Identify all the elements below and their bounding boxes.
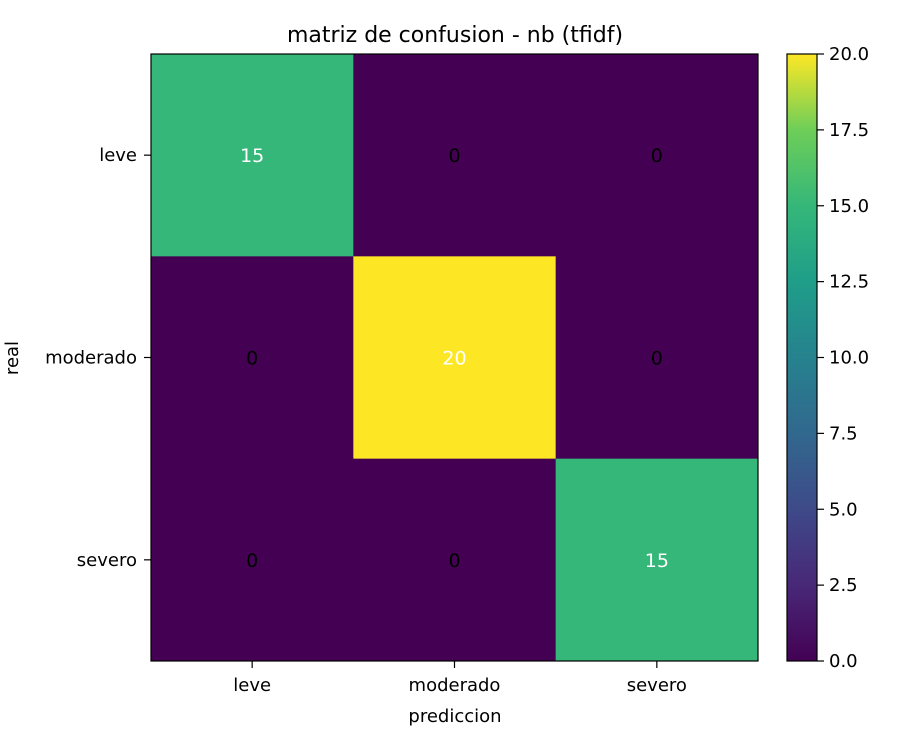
- heatmap-cells: 15 0 0 0 20 0 0 0 15: [151, 54, 759, 662]
- colorbar-tick-label-3: 7.5: [829, 423, 858, 444]
- cell-label-1-1: 20: [442, 348, 466, 370]
- colorbar-tick-label-6: 15.0: [829, 196, 869, 217]
- x-tick-label-0: leve: [233, 675, 271, 696]
- colorbar-tick-label-5: 12.5: [829, 272, 869, 293]
- cell-1-1: [353, 256, 557, 460]
- y-axis-ticks: leve moderado severo: [45, 145, 151, 571]
- y-tick-label-0: leve: [99, 145, 137, 166]
- y-tick-label-2: severo: [77, 550, 137, 571]
- colorbar-tick-label-0: 0.0: [829, 651, 858, 672]
- colorbar-tick-label-1: 2.5: [829, 575, 858, 596]
- x-tick-label-2: severo: [627, 675, 687, 696]
- cell-2-2: [555, 458, 759, 662]
- cell-label-2-0: 0: [246, 550, 258, 572]
- cell-label-2-1: 0: [448, 550, 460, 572]
- colorbar-tick-label-4: 10.0: [829, 348, 869, 369]
- x-axis-ticks: leve moderado severo: [233, 661, 687, 696]
- chart-title: matriz de confusion - nb (tfidf): [287, 23, 623, 48]
- cell-0-1: [353, 54, 557, 257]
- colorbar-ticks: 0.0 2.5 5.0 7.5 10.0 12.5 15.0 17.5 20.0: [817, 44, 869, 672]
- cell-label-1-2: 0: [651, 348, 663, 370]
- cell-label-0-2: 0: [651, 145, 663, 167]
- cell-label-1-0: 0: [246, 348, 258, 370]
- y-axis-label: real: [2, 341, 23, 375]
- x-tick-label-1: moderado: [409, 675, 501, 696]
- cell-0-0: [151, 54, 354, 257]
- cell-label-2-2: 15: [645, 550, 669, 572]
- y-tick-label-1: moderado: [45, 348, 137, 369]
- cell-label-0-1: 0: [448, 145, 460, 167]
- cell-1-2: [555, 256, 759, 460]
- colorbar-tick-label-8: 20.0: [829, 44, 869, 65]
- cell-2-1: [353, 458, 557, 662]
- cell-2-0: [151, 458, 354, 662]
- colorbar-tick-label-7: 17.5: [829, 120, 869, 141]
- colorbar-tick-label-2: 5.0: [829, 499, 858, 520]
- x-axis-label: prediccion: [408, 706, 501, 727]
- cell-label-0-0: 15: [240, 145, 264, 167]
- colorbar: [786, 53, 818, 662]
- cell-1-0: [151, 256, 354, 460]
- cell-0-2: [555, 54, 759, 257]
